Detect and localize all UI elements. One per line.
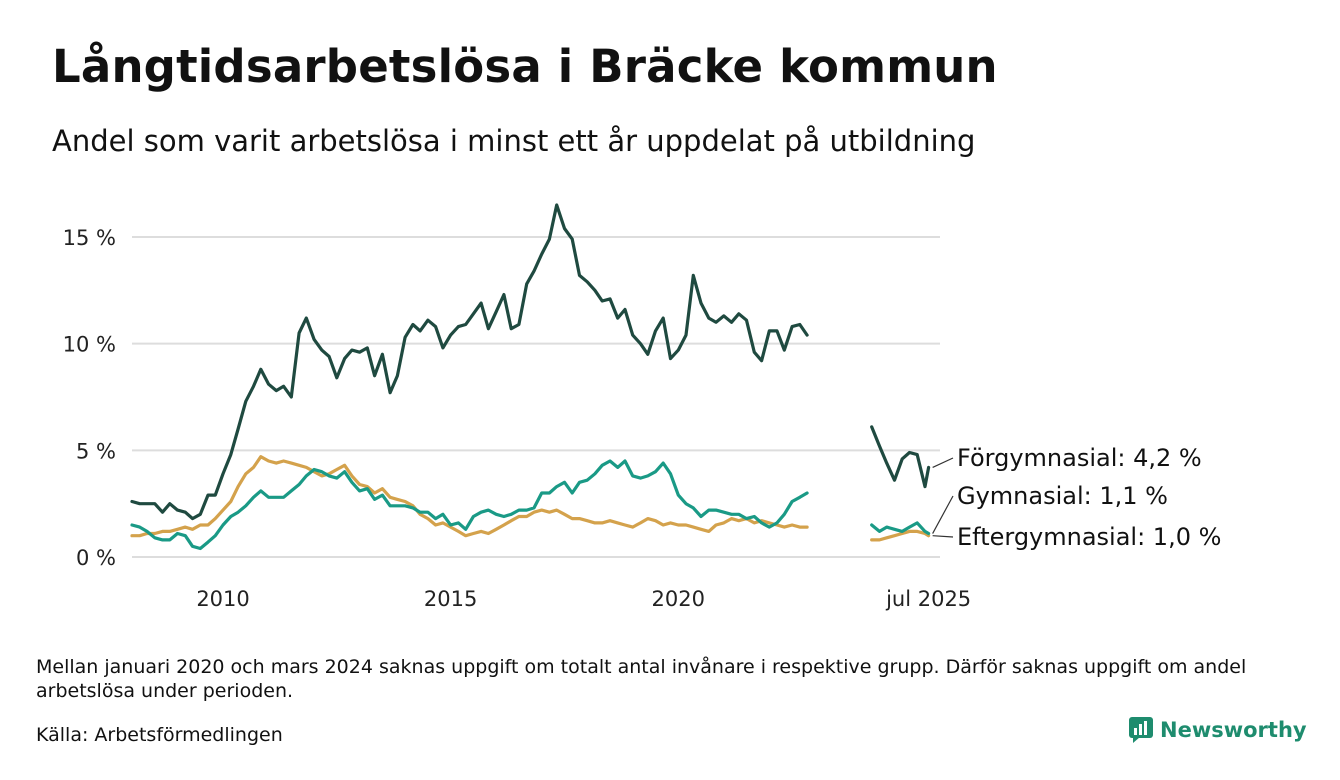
- source-text: Källa: Arbetsförmedlingen: [36, 724, 283, 746]
- x-tick-label: jul 2025: [885, 587, 971, 611]
- newsworthy-logo-icon: [1129, 717, 1153, 743]
- chart-subtitle: Andel som varit arbetslösa i minst ett å…: [52, 124, 976, 158]
- label-leader-forgymnasial: [932, 457, 954, 468]
- series-line-forgymnasial-1: [870, 425, 931, 489]
- chart-title: Långtidsarbetslösa i Bräcke kommun: [52, 40, 998, 93]
- end-label-forgymnasial: Förgymnasial: 4,2 %: [957, 444, 1202, 472]
- line-chart: 0 % 5 % 10 % 15 % 2010 2015 2020 jul 2025 Förg…: [63, 203, 1221, 611]
- series-line-eftergymnasial-1: [870, 529, 931, 542]
- y-axis-tick-labels: 0 % 5 % 10 % 15 %: [63, 226, 116, 570]
- series-line-gymnasial-1: [870, 521, 931, 536]
- end-label-eftergymnasial: Eftergymnasial: 1,0 %: [957, 523, 1221, 551]
- label-leader-gymnasial: [932, 495, 954, 534]
- label-leader-eftergymnasial: [932, 535, 954, 538]
- y-tick-label: 5 %: [76, 439, 116, 463]
- x-tick-label: 2010: [196, 587, 249, 611]
- y-tick-label: 15 %: [63, 226, 116, 250]
- brand-name: Newsworthy: [1160, 718, 1307, 742]
- series-lines: [130, 203, 931, 551]
- y-tick-label: 10 %: [63, 333, 116, 357]
- series-line-forgymnasial-0: [130, 203, 809, 521]
- newsworthy-logo: Newsworthy: [1128, 716, 1307, 744]
- x-axis-tick-labels: 2010 2015 2020 jul 2025: [196, 587, 971, 611]
- footnote: Mellan januari 2020 och mars 2024 saknas…: [36, 656, 1247, 702]
- series-line-gymnasial-0: [130, 459, 809, 551]
- gridlines: [132, 236, 940, 558]
- y-tick-label: 0 %: [76, 546, 116, 570]
- end-labels: Förgymnasial: 4,2 % Gymnasial: 1,1 % Efter…: [932, 444, 1221, 551]
- series-line-eftergymnasial-0: [130, 455, 809, 538]
- x-tick-label: 2020: [652, 587, 705, 611]
- x-tick-label: 2015: [424, 587, 477, 611]
- end-label-gymnasial: Gymnasial: 1,1 %: [957, 482, 1168, 510]
